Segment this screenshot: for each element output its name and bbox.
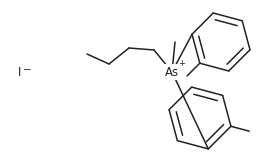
Text: I: I — [18, 66, 22, 78]
Text: −: − — [23, 65, 31, 75]
Text: +: + — [178, 60, 185, 69]
Text: As: As — [165, 66, 179, 78]
